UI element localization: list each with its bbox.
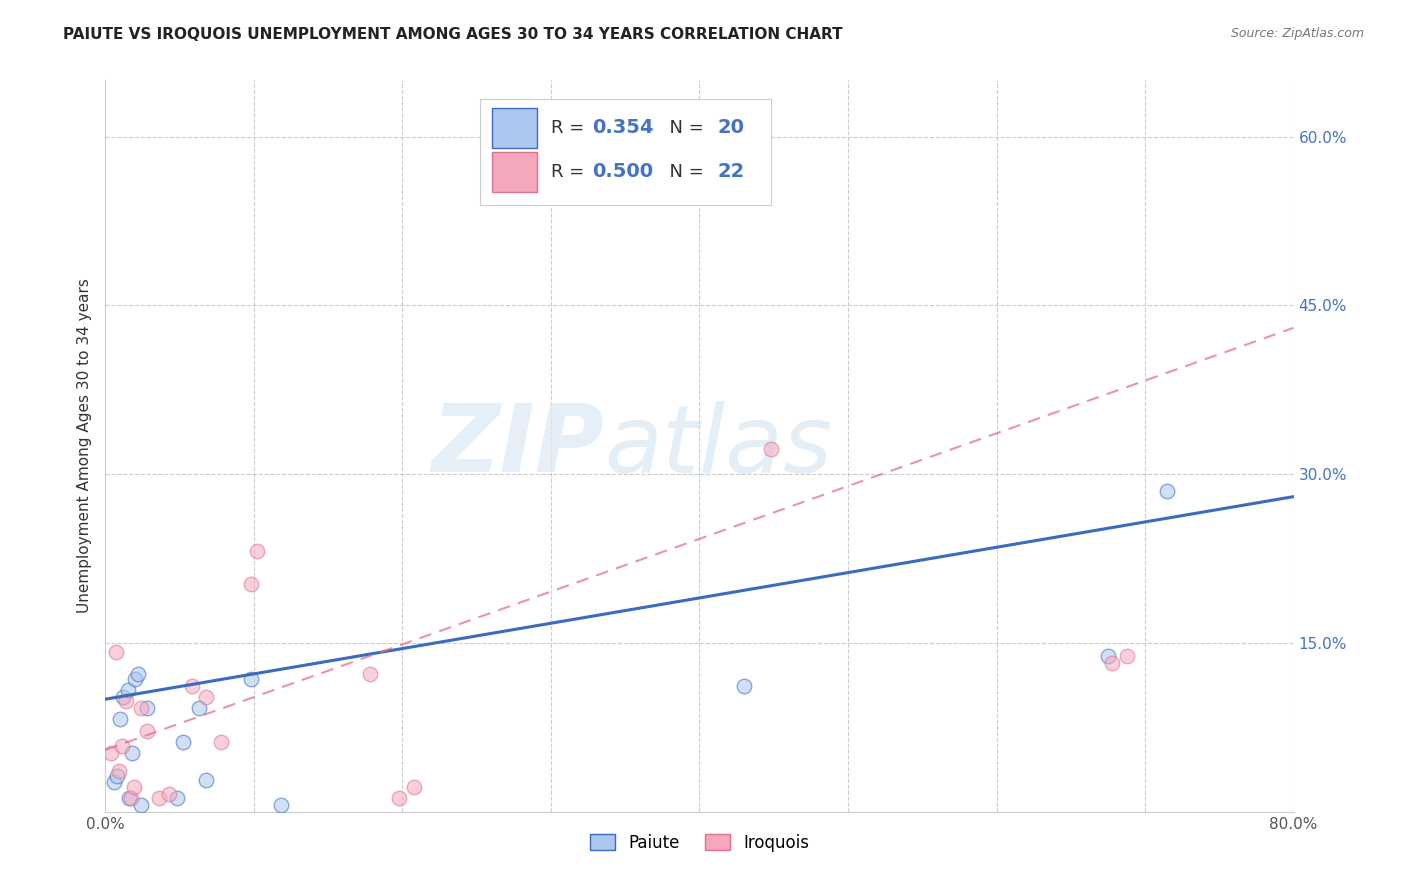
Text: R =: R =: [551, 162, 591, 181]
Text: atlas: atlas: [605, 401, 832, 491]
Point: [103, 775, 125, 789]
Text: 22: 22: [717, 162, 745, 181]
Point: [100, 746, 122, 760]
Text: R =: R =: [551, 119, 591, 136]
Point: [1116, 649, 1139, 664]
Point: [121, 746, 143, 760]
Point: [195, 773, 218, 788]
Point: [1156, 483, 1178, 498]
Text: Source: ZipAtlas.com: Source: ZipAtlas.com: [1230, 27, 1364, 40]
Point: [195, 690, 218, 704]
Text: PAIUTE VS IROQUOIS UNEMPLOYMENT AMONG AGES 30 TO 34 YEARS CORRELATION CHART: PAIUTE VS IROQUOIS UNEMPLOYMENT AMONG AG…: [63, 27, 842, 42]
Y-axis label: Unemployment Among Ages 30 to 34 years: Unemployment Among Ages 30 to 34 years: [76, 278, 91, 614]
Legend: Paiute, Iroquois: Paiute, Iroquois: [583, 827, 815, 858]
Point: [240, 672, 263, 686]
Point: [118, 791, 141, 805]
Point: [246, 543, 269, 558]
Point: [112, 690, 135, 704]
Point: [104, 645, 127, 659]
Point: [148, 791, 170, 805]
Text: N =: N =: [658, 119, 710, 136]
Point: [115, 694, 138, 708]
Point: [124, 672, 146, 686]
Point: [110, 713, 132, 727]
Point: [1097, 649, 1119, 664]
FancyBboxPatch shape: [479, 99, 770, 204]
Point: [105, 769, 128, 783]
Point: [270, 797, 292, 812]
Point: [172, 735, 194, 749]
FancyBboxPatch shape: [492, 108, 537, 148]
Point: [240, 577, 263, 591]
Point: [166, 791, 188, 805]
Point: [404, 780, 426, 794]
Point: [157, 787, 180, 801]
Point: [388, 791, 411, 805]
Point: [117, 683, 139, 698]
Point: [122, 780, 145, 794]
Point: [733, 679, 755, 693]
Point: [136, 701, 159, 715]
FancyBboxPatch shape: [492, 152, 537, 192]
Point: [209, 735, 232, 749]
Text: ZIP: ZIP: [432, 400, 605, 492]
Point: [111, 739, 134, 754]
Point: [136, 723, 159, 738]
Point: [129, 797, 152, 812]
Point: [129, 701, 152, 715]
Point: [120, 791, 142, 805]
Point: [108, 764, 131, 779]
Text: 20: 20: [717, 119, 744, 137]
Point: [359, 667, 381, 681]
Point: [188, 701, 211, 715]
Point: [180, 679, 202, 693]
Text: 0.354: 0.354: [592, 119, 654, 137]
Text: 0.500: 0.500: [592, 162, 654, 181]
Text: N =: N =: [658, 162, 710, 181]
Point: [759, 442, 782, 457]
Point: [127, 667, 149, 681]
Point: [1101, 656, 1123, 670]
